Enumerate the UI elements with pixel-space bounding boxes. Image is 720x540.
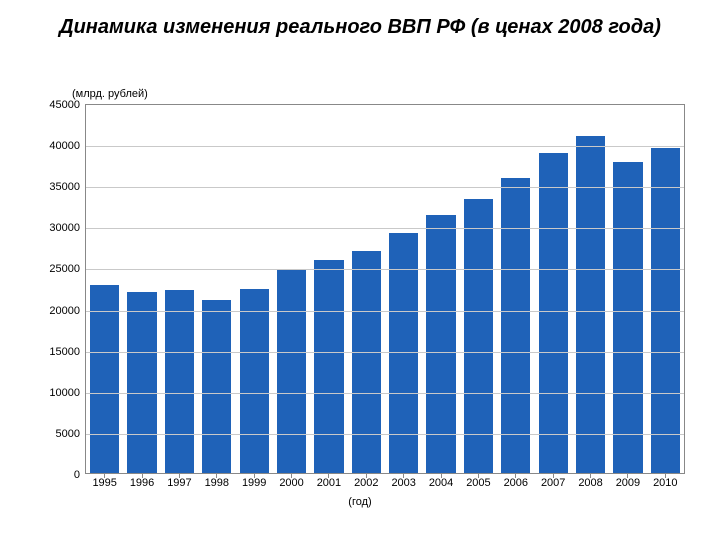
y-tick-label: 5000: [56, 428, 86, 440]
bar-slot: 1998: [198, 105, 235, 473]
bar-slot: 1997: [161, 105, 198, 473]
y-tick-label: 40000: [49, 140, 86, 152]
x-tick-label: 1998: [205, 473, 229, 489]
bars-group: 1995199619971998199920002001200220032004…: [86, 105, 684, 473]
y-tick-label: 0: [74, 469, 86, 481]
bar: [539, 153, 568, 473]
y-tick-label: 15000: [49, 346, 86, 358]
x-tick-label: 2001: [317, 473, 341, 489]
bar-slot: 2000: [273, 105, 310, 473]
y-tick-label: 35000: [49, 181, 86, 193]
y-tick-label: 45000: [49, 99, 86, 111]
bar-slot: 2002: [348, 105, 385, 473]
page-title: Динамика изменения реального ВВП РФ (в ц…: [0, 0, 720, 46]
y-tick-label: 10000: [49, 387, 86, 399]
x-tick-label: 2002: [354, 473, 378, 489]
x-tick-label: 2000: [279, 473, 303, 489]
plot-area: 1995199619971998199920002001200220032004…: [85, 104, 685, 474]
bar-slot: 2005: [460, 105, 497, 473]
x-tick-label: 1996: [130, 473, 154, 489]
x-tick-label: 1999: [242, 473, 266, 489]
bar-slot: 2010: [647, 105, 684, 473]
x-axis-unit-label: (год): [0, 496, 720, 508]
y-tick-label: 20000: [49, 305, 86, 317]
x-tick-label: 2006: [504, 473, 528, 489]
bar-slot: 2009: [609, 105, 646, 473]
gridline: [86, 352, 684, 353]
gridline: [86, 269, 684, 270]
bar-slot: 2007: [535, 105, 572, 473]
bar: [202, 300, 231, 473]
bar-slot: 2004: [422, 105, 459, 473]
x-tick-label: 2008: [578, 473, 602, 489]
y-tick-label: 30000: [49, 222, 86, 234]
chart-container: Динамика изменения реального ВВП РФ (в ц…: [0, 0, 720, 540]
bar-slot: 1995: [86, 105, 123, 473]
bar: [90, 285, 119, 473]
x-tick-label: 2010: [653, 473, 677, 489]
bar-slot: 2006: [497, 105, 534, 473]
gridline: [86, 228, 684, 229]
bar: [127, 292, 156, 473]
bar-slot: 2001: [310, 105, 347, 473]
bar: [277, 270, 306, 473]
bar: [613, 162, 642, 473]
gridline: [86, 434, 684, 435]
bar-slot: 1996: [123, 105, 160, 473]
x-tick-label: 2009: [616, 473, 640, 489]
bar: [240, 289, 269, 473]
bar: [501, 178, 530, 473]
gridline: [86, 146, 684, 147]
x-tick-label: 2007: [541, 473, 565, 489]
bar-slot: 2008: [572, 105, 609, 473]
bar: [165, 290, 194, 473]
bar-slot: 2003: [385, 105, 422, 473]
gridline: [86, 311, 684, 312]
gridline: [86, 187, 684, 188]
gridline: [86, 393, 684, 394]
bar-slot: 1999: [236, 105, 273, 473]
bar: [314, 260, 343, 473]
y-tick-label: 25000: [49, 263, 86, 275]
x-tick-label: 2003: [391, 473, 415, 489]
bar: [352, 251, 381, 473]
x-tick-label: 2004: [429, 473, 453, 489]
bar: [464, 199, 493, 473]
x-tick-label: 1997: [167, 473, 191, 489]
x-tick-label: 2005: [466, 473, 490, 489]
x-tick-label: 1995: [92, 473, 116, 489]
